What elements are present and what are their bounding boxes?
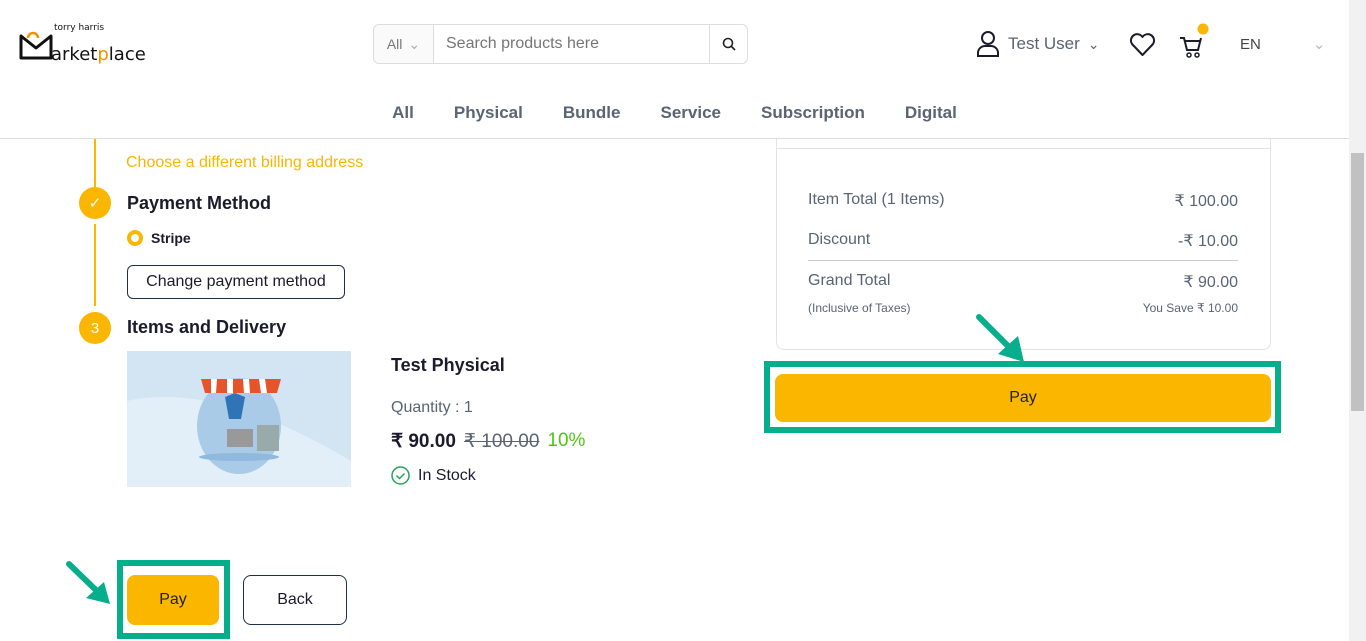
pay-button[interactable]: Pay bbox=[127, 575, 219, 625]
nav-physical[interactable]: Physical bbox=[453, 103, 523, 122]
discount-value: -₹ 10.00 bbox=[1178, 233, 1238, 250]
step-number: 3 bbox=[79, 312, 111, 344]
product-quantity: Quantity : 1 bbox=[391, 399, 473, 416]
category-value: All bbox=[386, 36, 403, 52]
product-name[interactable]: Test Physical bbox=[391, 355, 505, 375]
search-button[interactable] bbox=[709, 25, 747, 63]
discount-label: Discount bbox=[808, 231, 871, 248]
grand-total-label: Grand Total bbox=[808, 272, 891, 289]
check-circle-icon bbox=[391, 466, 410, 485]
category-nav: All Physical Bundle Service Subscription… bbox=[0, 103, 1349, 123]
payment-method-title: Payment Method bbox=[127, 193, 272, 213]
step-complete-check-icon: ✓ bbox=[79, 187, 111, 219]
chevron-down-icon: ⌄ bbox=[408, 35, 421, 52]
order-summary: Item Total (1 Items) ₹ 100.00 Discount -₹ … bbox=[776, 120, 1271, 350]
user-name: Test User bbox=[1008, 34, 1080, 53]
highlight-box bbox=[764, 361, 1281, 433]
highlight-box bbox=[117, 560, 230, 639]
grand-total-value: ₹ 90.00 bbox=[1183, 274, 1238, 291]
user-icon bbox=[977, 31, 999, 57]
nav-all[interactable]: All bbox=[392, 103, 414, 122]
cart-icon[interactable] bbox=[1178, 22, 1210, 58]
user-menu[interactable]: Test User ⌄ bbox=[976, 30, 1100, 58]
stripe-label: Stripe bbox=[151, 230, 191, 246]
search-input[interactable] bbox=[434, 25, 709, 63]
savings-text: You Save ₹ 10.00 bbox=[1142, 301, 1238, 315]
wishlist-heart-icon[interactable] bbox=[1129, 33, 1156, 57]
chevron-down-icon: ⌄ bbox=[1312, 36, 1326, 53]
product-price: ₹ 90.00 bbox=[391, 431, 456, 452]
arrow-annotation-icon bbox=[976, 314, 1024, 362]
language-select[interactable]: EN ⌄ bbox=[1240, 35, 1325, 53]
tax-note: (Inclusive of Taxes) bbox=[808, 301, 911, 315]
search-bar: All ⌄ bbox=[373, 24, 748, 64]
nav-digital[interactable]: Digital bbox=[904, 103, 957, 122]
summary-pay-button[interactable]: Pay bbox=[775, 374, 1271, 422]
items-delivery-title: Items and Delivery bbox=[127, 317, 287, 337]
svg-text:arketplace: arketplace bbox=[51, 44, 146, 65]
stripe-radio[interactable] bbox=[127, 230, 143, 246]
item-total-value: ₹ 100.00 bbox=[1174, 193, 1238, 210]
product-image bbox=[127, 351, 351, 487]
language-value: EN bbox=[1240, 36, 1261, 53]
step-line bbox=[94, 139, 96, 187]
billing-address-link[interactable]: Choose a different billing address bbox=[126, 154, 364, 171]
divider bbox=[777, 148, 1270, 149]
nav-service[interactable]: Service bbox=[660, 103, 721, 122]
stock-status: In Stock bbox=[418, 466, 476, 484]
product-discount: 10% bbox=[547, 430, 586, 451]
back-button[interactable]: Back bbox=[243, 575, 347, 625]
nav-bundle[interactable]: Bundle bbox=[562, 103, 621, 122]
change-payment-method-button[interactable]: Change payment method bbox=[127, 265, 345, 299]
divider bbox=[808, 260, 1238, 261]
chevron-down-icon: ⌄ bbox=[1087, 35, 1100, 52]
scrollbar-thumb[interactable] bbox=[1351, 153, 1364, 411]
nav-subscription[interactable]: Subscription bbox=[760, 103, 865, 122]
arrow-annotation-icon bbox=[66, 561, 110, 604]
marketplace-logo[interactable]: torry harris arketplace bbox=[18, 20, 158, 68]
step-line bbox=[94, 224, 96, 306]
search-icon bbox=[722, 37, 736, 51]
svg-text:torry harris: torry harris bbox=[54, 23, 104, 33]
item-total-label: Item Total (1 Items) bbox=[808, 191, 945, 208]
category-select[interactable]: All ⌄ bbox=[374, 25, 434, 63]
product-original-price: ₹ 100.00 bbox=[463, 431, 540, 452]
